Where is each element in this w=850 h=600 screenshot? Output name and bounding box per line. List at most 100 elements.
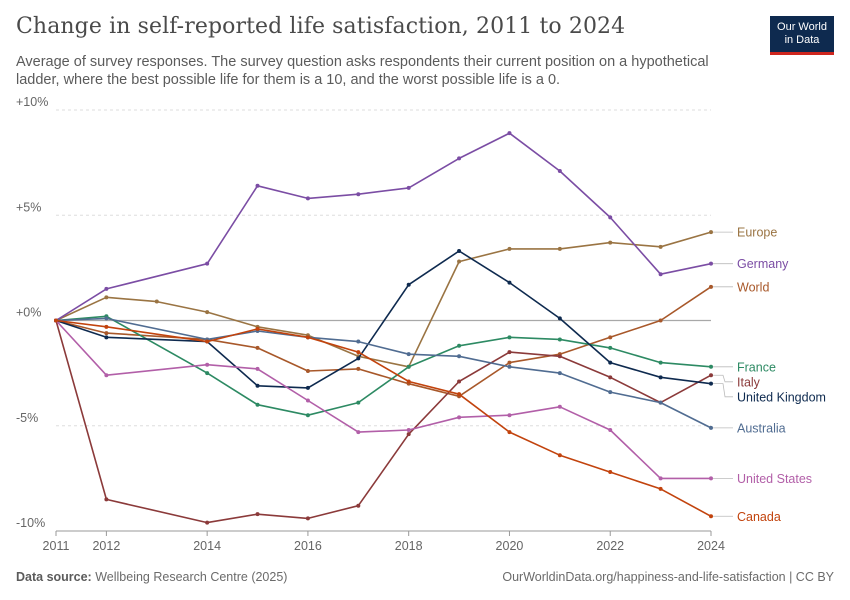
series-line-united-states[interactable] xyxy=(55,319,711,480)
data-source: Data source: Wellbeing Research Centre (… xyxy=(16,570,287,584)
series-line-canada[interactable] xyxy=(55,319,712,518)
data-point xyxy=(406,432,411,437)
data-point xyxy=(255,183,260,188)
series-label-canada[interactable]: Canada xyxy=(737,510,781,524)
data-point xyxy=(356,356,361,361)
data-point xyxy=(709,373,713,378)
credit-link[interactable]: OurWorldinData.org/happiness-and-life-sa… xyxy=(502,570,834,584)
series-italy[interactable] xyxy=(54,318,713,525)
y-axis-ticks: +10% +5% +0% -5% -10% xyxy=(16,95,48,530)
label-connector xyxy=(713,383,733,398)
series-label-world[interactable]: World xyxy=(737,280,769,294)
series-label-united-states[interactable]: United States xyxy=(737,472,812,486)
data-point xyxy=(104,324,109,329)
data-point xyxy=(608,360,613,365)
data-point xyxy=(205,261,210,266)
data-point xyxy=(608,470,613,475)
data-point xyxy=(104,295,109,300)
data-point xyxy=(608,375,613,380)
data-point xyxy=(658,486,663,491)
series-line-australia[interactable] xyxy=(55,317,712,429)
data-point xyxy=(457,379,462,384)
logo-line-1: Our World xyxy=(777,21,827,33)
data-point xyxy=(205,339,210,344)
data-point xyxy=(608,345,613,350)
data-point xyxy=(557,453,562,458)
series-france[interactable] xyxy=(54,314,713,418)
data-point xyxy=(457,392,462,397)
x-tick-label: 2011 xyxy=(43,539,70,553)
data-point xyxy=(255,345,260,350)
x-tick-label: 2024 xyxy=(697,539,725,553)
data-point xyxy=(305,196,310,201)
data-point xyxy=(104,331,109,336)
data-point xyxy=(658,318,663,323)
x-tick-label: 2014 xyxy=(193,539,221,553)
data-point xyxy=(507,430,512,435)
data-point xyxy=(507,364,512,369)
series-australia[interactable] xyxy=(54,316,713,430)
data-point xyxy=(255,326,260,331)
data-point xyxy=(608,335,613,340)
data-point xyxy=(406,364,411,369)
x-tick-label: 2018 xyxy=(395,539,423,553)
data-point xyxy=(457,343,462,348)
y-tick-label: -10% xyxy=(16,516,45,530)
data-point xyxy=(356,339,361,344)
series-label-europe[interactable]: Europe xyxy=(737,226,777,240)
data-point xyxy=(608,390,613,395)
data-point xyxy=(356,350,361,355)
data-point xyxy=(507,131,512,136)
y-tick-label: +5% xyxy=(16,200,41,214)
data-point xyxy=(658,375,663,380)
data-point xyxy=(557,169,562,174)
series-line-world[interactable] xyxy=(55,286,712,398)
data-point xyxy=(205,310,210,315)
x-tick-label: 2012 xyxy=(92,539,120,553)
data-point xyxy=(507,280,512,285)
series-canada[interactable] xyxy=(54,318,713,519)
data-point xyxy=(658,400,663,405)
series-line-germany[interactable] xyxy=(55,132,712,322)
data-point xyxy=(154,299,159,304)
series-label-italy[interactable]: Italy xyxy=(737,375,761,389)
owid-logo[interactable]: Our World in Data xyxy=(770,16,834,55)
data-point xyxy=(356,192,361,197)
series-germany[interactable] xyxy=(54,131,713,323)
series-label-france[interactable]: France xyxy=(737,360,776,374)
series-united-kingdom[interactable] xyxy=(54,249,713,390)
x-tick-label: 2016 xyxy=(294,539,322,553)
data-point xyxy=(356,430,361,435)
data-point xyxy=(104,316,109,321)
data-point xyxy=(658,360,663,365)
series-label-germany[interactable]: Germany xyxy=(737,257,789,271)
data-point xyxy=(507,335,512,340)
data-point xyxy=(54,318,58,323)
series-label-australia[interactable]: Australia xyxy=(737,421,786,435)
data-point xyxy=(305,335,310,340)
logo-line-2: in Data xyxy=(784,34,820,46)
data-point xyxy=(406,185,411,190)
series-line-italy[interactable] xyxy=(55,320,712,524)
series-label-united-kingdom[interactable]: United Kingdom xyxy=(737,390,826,404)
data-point xyxy=(104,497,109,502)
data-point xyxy=(709,364,713,369)
data-point xyxy=(457,249,462,254)
data-source-label: Data source: xyxy=(16,570,92,584)
data-point xyxy=(356,503,361,508)
data-point xyxy=(709,476,713,481)
data-point xyxy=(507,246,512,251)
x-axis-ticks: 2011 2012 2014 2016 2018 2020 2022 2024 xyxy=(43,530,725,553)
data-point xyxy=(608,240,613,245)
series-line-france[interactable] xyxy=(55,315,712,416)
data-point xyxy=(658,476,663,481)
data-point xyxy=(305,516,310,521)
series-united-states[interactable] xyxy=(54,318,713,481)
series-line-europe[interactable] xyxy=(55,231,712,368)
x-tick-label: 2020 xyxy=(496,539,524,553)
data-point xyxy=(608,427,613,432)
data-point xyxy=(255,366,260,371)
y-tick-label: -5% xyxy=(16,411,38,425)
data-point xyxy=(709,284,713,289)
